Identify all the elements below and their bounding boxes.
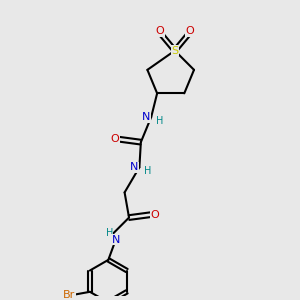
Text: H: H: [156, 116, 164, 126]
Text: O: O: [150, 210, 159, 220]
Text: Br: Br: [63, 290, 75, 300]
Text: N: N: [130, 162, 138, 172]
Text: O: O: [156, 26, 164, 36]
Text: O: O: [111, 134, 119, 144]
Text: O: O: [185, 26, 194, 36]
Text: H: H: [106, 228, 113, 238]
Text: N: N: [142, 112, 150, 122]
Text: H: H: [144, 166, 152, 176]
Text: N: N: [112, 235, 120, 245]
Text: S: S: [171, 46, 178, 56]
